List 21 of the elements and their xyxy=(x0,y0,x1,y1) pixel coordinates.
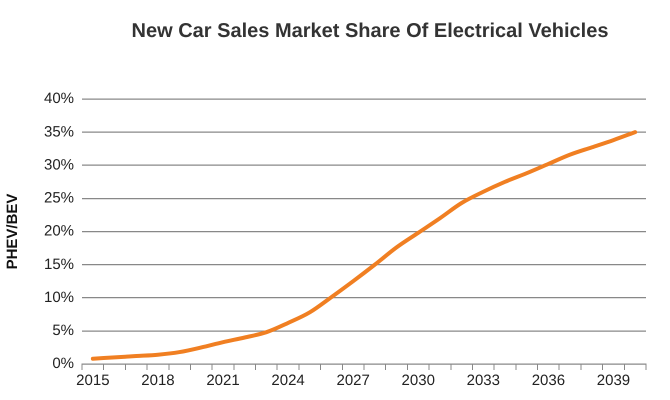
y-tick-label: 20% xyxy=(44,222,74,240)
x-tick-label: 2039 xyxy=(596,372,630,390)
x-tick-label: 2027 xyxy=(336,372,370,390)
y-tick-label: 40% xyxy=(44,90,74,108)
x-tick-label: 2033 xyxy=(466,372,500,390)
y-axis-title: PHEV/BEV xyxy=(4,194,22,270)
y-tick-label: 0% xyxy=(52,355,74,372)
y-tick-label: 10% xyxy=(44,288,74,306)
chart-title: New Car Sales Market Share Of Electrical Vehicles xyxy=(130,19,610,44)
x-tick-label: 2015 xyxy=(76,372,110,390)
y-tick-label: 30% xyxy=(44,156,74,174)
x-tick-label: 2021 xyxy=(206,372,240,390)
x-tick-label: 2030 xyxy=(402,372,435,390)
y-tick-label: 5% xyxy=(52,322,74,340)
line-series xyxy=(90,130,638,361)
x-tick-label: 2024 xyxy=(271,372,305,390)
y-tick-label: 25% xyxy=(44,190,74,207)
x-tick-label: 2018 xyxy=(141,372,175,390)
x-tick-label: 2036 xyxy=(532,372,566,390)
y-tick-label: 35% xyxy=(44,123,74,140)
y-tick-label: 15% xyxy=(44,256,74,273)
